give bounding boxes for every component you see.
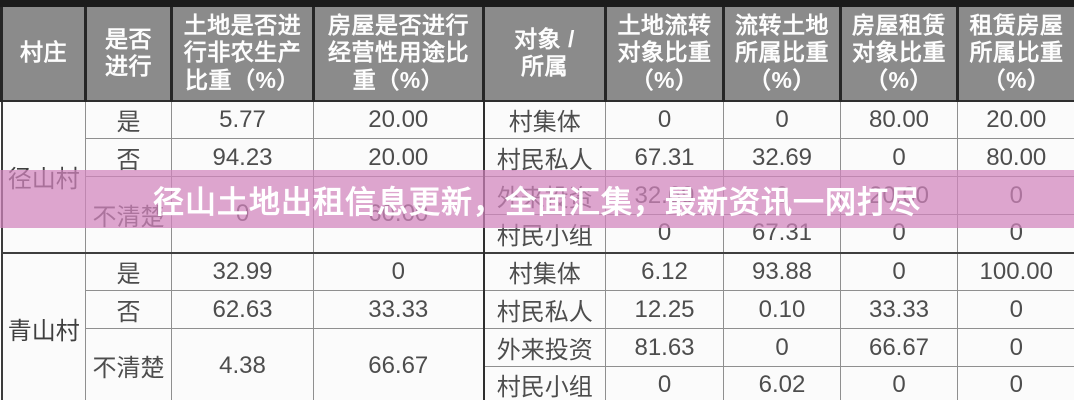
object-cell: 村民小组 — [482, 214, 606, 253]
value-cell: 0 — [723, 100, 841, 139]
value-cell: 12.25 — [605, 290, 724, 329]
header-object: 对象 / 所属 — [482, 3, 607, 102]
object-cell: 外来投资 — [482, 176, 606, 215]
header-whether: 是否 进行 — [84, 3, 173, 102]
header-rented-house-owner: 租赁房屋 所属比重 （%） — [956, 3, 1074, 102]
value-cell: 0 — [957, 328, 1074, 367]
header-land-nonagri: 土地是否进 行非农生产 比重（%） — [170, 3, 315, 102]
table-row: 村民小组 0 6.02 0 0 — [2, 366, 1074, 400]
value-cell: 67.31 — [605, 138, 724, 177]
value-cell: 32.69 — [605, 176, 724, 215]
value-cell: 62.63 — [171, 290, 314, 329]
option-cell: 是 — [85, 251, 172, 291]
value-cell: 66.67 — [313, 328, 484, 400]
table-row: 否 94.23 20.00 村民私人 67.31 32.69 0 80.00 — [2, 138, 1074, 177]
header-row: 村庄 是否 进行 土地是否进 行非农生产 比重（%） 房屋是否进行 经营性用途比… — [0, 3, 1074, 102]
value-cell: 0 — [605, 366, 724, 400]
value-cell: 0 — [313, 251, 484, 291]
value-cell: 5.77 — [171, 100, 314, 139]
value-cell: 0 — [840, 138, 958, 177]
value-cell: 80.00 — [957, 138, 1074, 177]
object-cell: 村集体 — [482, 251, 606, 291]
header-transferred-land-owner: 流转土地 所属比重 （%） — [722, 3, 842, 102]
value-cell: 100.00 — [957, 251, 1074, 291]
table-row: 青山村 是 32.99 0 村集体 6.12 93.88 0 100.00 — [1, 251, 1074, 400]
value-cell: 0 — [171, 176, 314, 253]
value-cell: 32.69 — [723, 138, 841, 177]
table-row: 不清楚 0 60.00 外来投资 32.69 0 20.00 0 — [2, 176, 1074, 253]
value-cell: 0 — [723, 176, 841, 215]
value-cell: 0 — [957, 290, 1074, 329]
object-cell: 村集体 — [482, 100, 606, 139]
value-cell: 0 — [605, 100, 724, 139]
value-cell: 81.63 — [605, 328, 724, 367]
option-cell: 不清楚 — [85, 176, 172, 253]
value-cell: 0 — [840, 366, 958, 400]
value-cell: 4.38 — [171, 328, 314, 400]
value-cell: 20.00 — [313, 138, 484, 177]
value-cell: 66.67 — [840, 328, 958, 367]
object-cell: 村民小组 — [482, 366, 606, 400]
header-village: 村庄 — [0, 3, 87, 102]
value-cell: 0 — [723, 328, 841, 367]
village-cell: 青山村 — [1, 251, 86, 400]
value-cell: 20.00 — [313, 100, 484, 139]
header-house-rent-object: 房屋租赁 对象比重 （%） — [839, 3, 959, 102]
value-cell: 32.99 — [171, 251, 314, 291]
object-cell: 村民私人 — [482, 290, 606, 329]
value-cell: 6.12 — [605, 251, 724, 291]
table-row: 径山村 是 5.77 20.00 村集体 0 0 80.00 20.00 — [1, 100, 1074, 253]
value-cell: 0 — [840, 251, 958, 291]
value-cell: 0 — [957, 176, 1074, 215]
value-cell: 67.31 — [723, 214, 841, 253]
value-cell: 0 — [605, 214, 724, 253]
value-cell: 33.33 — [840, 290, 958, 329]
value-cell: 33.33 — [313, 290, 484, 329]
value-cell: 20.00 — [840, 176, 958, 215]
table-row: 否 62.63 33.33 村民私人 12.25 0.10 33.33 0 — [2, 290, 1074, 329]
value-cell: 0.10 — [723, 290, 841, 329]
value-cell: 6.02 — [723, 366, 841, 400]
table-row: 不清楚 4.38 66.67 外来投资 81.63 0 66.67 0 — [2, 328, 1074, 400]
value-cell: 20.00 — [957, 100, 1074, 139]
value-cell: 0 — [957, 366, 1074, 400]
option-cell: 不清楚 — [85, 328, 172, 400]
option-cell: 否 — [85, 290, 172, 329]
header-land-transfer-object: 土地流转 对象比重 （%） — [604, 3, 725, 102]
value-cell: 60.00 — [313, 176, 484, 253]
option-cell: 否 — [85, 138, 172, 177]
object-cell: 外来投资 — [482, 328, 606, 367]
header-house-commercial: 房屋是否进行 经营性用途比 重（%） — [312, 3, 485, 102]
object-cell: 村民私人 — [482, 138, 606, 177]
value-cell: 80.00 — [840, 100, 958, 139]
value-cell: 0 — [840, 214, 958, 253]
value-cell: 93.88 — [723, 251, 841, 291]
value-cell: 0 — [957, 214, 1074, 253]
village-cell: 径山村 — [1, 100, 86, 253]
value-cell: 94.23 — [171, 138, 314, 177]
option-cell: 是 — [85, 100, 172, 139]
